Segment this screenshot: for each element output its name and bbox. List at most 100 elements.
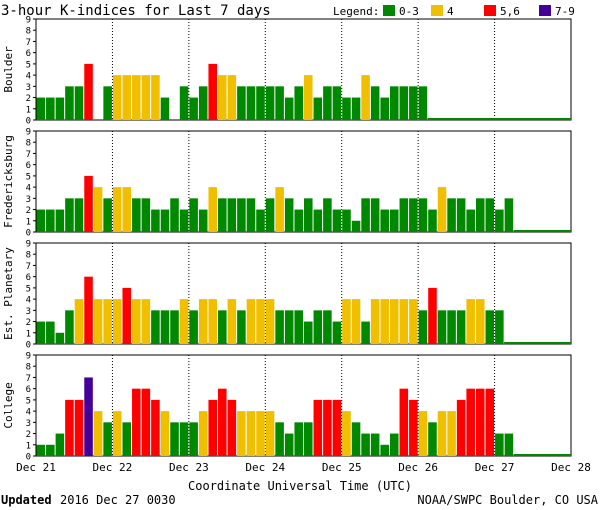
k-bar bbox=[103, 198, 112, 232]
k-bar bbox=[170, 310, 179, 344]
y-tick-label: 7 bbox=[26, 38, 31, 48]
k-bar bbox=[313, 209, 323, 232]
k-bar bbox=[294, 209, 303, 232]
k-bar bbox=[342, 209, 351, 232]
k-bar bbox=[218, 310, 227, 344]
k-bar bbox=[495, 209, 504, 232]
k-bar bbox=[55, 209, 65, 232]
k-bar bbox=[103, 86, 112, 120]
k-bar bbox=[132, 299, 141, 344]
k-bar bbox=[55, 332, 65, 344]
k-bar bbox=[351, 97, 361, 120]
k-bar bbox=[332, 399, 342, 456]
k-bar bbox=[208, 187, 218, 232]
k-bar bbox=[389, 86, 399, 120]
x-tick-label: Dec 22 bbox=[93, 461, 133, 474]
k-bar bbox=[227, 299, 237, 344]
k-bar bbox=[475, 388, 485, 456]
k-bar bbox=[122, 422, 132, 456]
k-bar bbox=[418, 198, 428, 232]
k-bar bbox=[466, 388, 475, 456]
k-bar bbox=[437, 411, 447, 456]
legend-label-0: 0-3 bbox=[399, 5, 419, 18]
k-bar bbox=[151, 310, 160, 344]
k-bar bbox=[170, 422, 179, 456]
k-bar bbox=[284, 198, 294, 232]
k-bar bbox=[409, 299, 418, 344]
y-tick-label: 0 bbox=[26, 229, 31, 239]
k-bar bbox=[208, 299, 218, 344]
x-axis-ticks: Dec 21 Dec 22 Dec 23 Dec 24 Dec 25 Dec 26 Dec … bbox=[16, 461, 591, 474]
k-bar bbox=[84, 175, 93, 232]
k-bar bbox=[55, 433, 65, 456]
k-bar bbox=[218, 388, 227, 456]
k-bar bbox=[370, 299, 380, 344]
k-bar bbox=[485, 310, 495, 344]
k-bar bbox=[132, 388, 141, 456]
k-bar bbox=[170, 198, 179, 232]
k-bar bbox=[265, 299, 275, 344]
k-bar bbox=[160, 97, 170, 120]
y-tick-label: 5 bbox=[26, 172, 31, 182]
k-bar bbox=[284, 97, 294, 120]
k-bar bbox=[65, 198, 74, 232]
k-bar bbox=[485, 198, 495, 232]
k-bar bbox=[418, 86, 428, 120]
y-tick-label: 4 bbox=[26, 184, 31, 194]
k-bar bbox=[65, 310, 74, 344]
y-tick-label: 6 bbox=[26, 161, 31, 171]
x-tick-label: Dec 25 bbox=[322, 461, 362, 474]
k-bar bbox=[122, 187, 132, 232]
k-bar bbox=[284, 310, 294, 344]
k-bar bbox=[36, 209, 46, 232]
k-bar bbox=[351, 299, 361, 344]
k-bar bbox=[227, 75, 237, 120]
k-bar bbox=[256, 299, 265, 344]
k-bar bbox=[361, 321, 370, 344]
y-tick-label: 7 bbox=[26, 374, 31, 384]
k-bar bbox=[370, 433, 380, 456]
k-bar bbox=[237, 411, 246, 456]
x-tick-label: Dec 23 bbox=[169, 461, 209, 474]
k-bar bbox=[323, 86, 332, 120]
y-tick-label: 9 bbox=[26, 352, 31, 362]
k-bar bbox=[389, 209, 399, 232]
k-bar bbox=[237, 310, 246, 344]
k-bar bbox=[342, 411, 351, 456]
y-tick-label: 0 bbox=[26, 453, 31, 463]
k-bar bbox=[208, 399, 218, 456]
updated-value: 2016 Dec 27 0030 bbox=[60, 493, 176, 507]
k-bar bbox=[304, 422, 313, 456]
y-tick-label: 0 bbox=[26, 341, 31, 351]
k-bar bbox=[447, 310, 456, 344]
k-bar bbox=[504, 198, 514, 232]
k-bar bbox=[275, 310, 284, 344]
k-bar bbox=[112, 75, 122, 120]
k-bar bbox=[466, 299, 475, 344]
k-bar bbox=[246, 86, 256, 120]
k-bar bbox=[84, 63, 93, 120]
chart-title: 3-hour K-indices for Last 7 days bbox=[1, 3, 271, 19]
k-bar bbox=[65, 399, 74, 456]
k-bar bbox=[218, 198, 227, 232]
k-bar bbox=[456, 310, 466, 344]
k-bar bbox=[246, 299, 256, 344]
k-bar bbox=[323, 399, 332, 456]
y-tick-label: 8 bbox=[26, 363, 31, 373]
x-tick-label: Dec 27 bbox=[475, 461, 515, 474]
k-bar bbox=[141, 299, 151, 344]
k-bar bbox=[409, 86, 418, 120]
k-bar bbox=[246, 411, 256, 456]
legend-label-2: 5,6 bbox=[500, 5, 520, 18]
legend-swatch-3 bbox=[539, 5, 551, 16]
y-tick-label: 2 bbox=[26, 318, 31, 328]
k-bar bbox=[265, 198, 275, 232]
k-bar bbox=[151, 209, 160, 232]
k-bar bbox=[112, 299, 122, 344]
k-bar bbox=[428, 422, 437, 456]
k-bar bbox=[84, 377, 93, 456]
panel-name: Fredericksburg bbox=[2, 135, 15, 228]
